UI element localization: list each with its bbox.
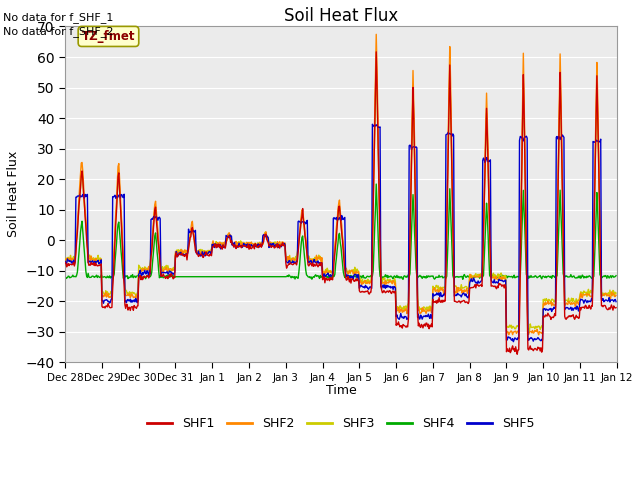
SHF1 <box>128 304 136 310</box>
SHF4 <box>61 273 69 279</box>
Text: TZ_fmet: TZ_fmet <box>82 30 135 43</box>
SHF4 <box>128 274 136 280</box>
SHF1 <box>184 250 191 255</box>
SHF2 <box>184 249 191 254</box>
SHF4 <box>372 181 380 187</box>
Line: SHF1: SHF1 <box>65 52 616 354</box>
SHF5 <box>509 339 517 345</box>
SHF5 <box>612 299 620 304</box>
SHF2 <box>128 291 136 297</box>
SHF2 <box>612 292 620 298</box>
SHF1 <box>424 321 432 327</box>
SHF3 <box>408 126 416 132</box>
SHF4 <box>409 192 417 197</box>
Legend: SHF1, SHF2, SHF3, SHF4, SHF5: SHF1, SHF2, SHF3, SHF4, SHF5 <box>143 412 540 435</box>
SHF3 <box>213 241 221 247</box>
X-axis label: Time: Time <box>326 384 356 397</box>
SHF3 <box>424 304 432 310</box>
SHF1 <box>408 122 416 128</box>
SHF5 <box>424 311 432 317</box>
SHF1 <box>513 351 521 357</box>
SHF4 <box>184 274 191 279</box>
SHF4 <box>71 274 79 279</box>
SHF2 <box>372 31 380 37</box>
Line: SHF2: SHF2 <box>65 34 616 335</box>
SHF3 <box>372 60 380 66</box>
SHF5 <box>408 144 416 150</box>
Y-axis label: Soil Heat Flux: Soil Heat Flux <box>7 151 20 238</box>
SHF1 <box>213 241 221 247</box>
SHF3 <box>612 290 620 296</box>
SHF3 <box>71 257 79 263</box>
SHF3 <box>184 246 191 252</box>
SHF4 <box>425 273 433 279</box>
SHF3 <box>525 327 533 333</box>
SHF2 <box>424 308 432 314</box>
SHF2 <box>535 332 543 337</box>
SHF5 <box>213 244 221 250</box>
SHF3 <box>128 290 136 296</box>
Text: No data for f_SHF_1: No data for f_SHF_1 <box>3 12 113 23</box>
SHF1 <box>71 260 79 265</box>
SHF2 <box>213 242 221 248</box>
SHF2 <box>61 258 69 264</box>
SHF5 <box>369 121 376 127</box>
Title: Soil Heat Flux: Soil Heat Flux <box>284 7 398 25</box>
SHF5 <box>71 258 79 264</box>
SHF4 <box>213 274 221 279</box>
Line: SHF5: SHF5 <box>65 124 616 342</box>
Line: SHF4: SHF4 <box>65 184 616 279</box>
SHF2 <box>408 108 416 113</box>
SHF5 <box>61 259 69 264</box>
SHF5 <box>184 251 191 256</box>
SHF4 <box>612 273 620 278</box>
SHF1 <box>372 49 380 55</box>
SHF1 <box>61 260 69 265</box>
Text: No data for f_SHF_2: No data for f_SHF_2 <box>3 26 114 37</box>
SHF1 <box>612 305 620 311</box>
Line: SHF3: SHF3 <box>65 63 616 330</box>
SHF4 <box>399 276 407 282</box>
SHF5 <box>128 298 136 303</box>
SHF3 <box>61 256 69 262</box>
SHF2 <box>71 256 79 262</box>
